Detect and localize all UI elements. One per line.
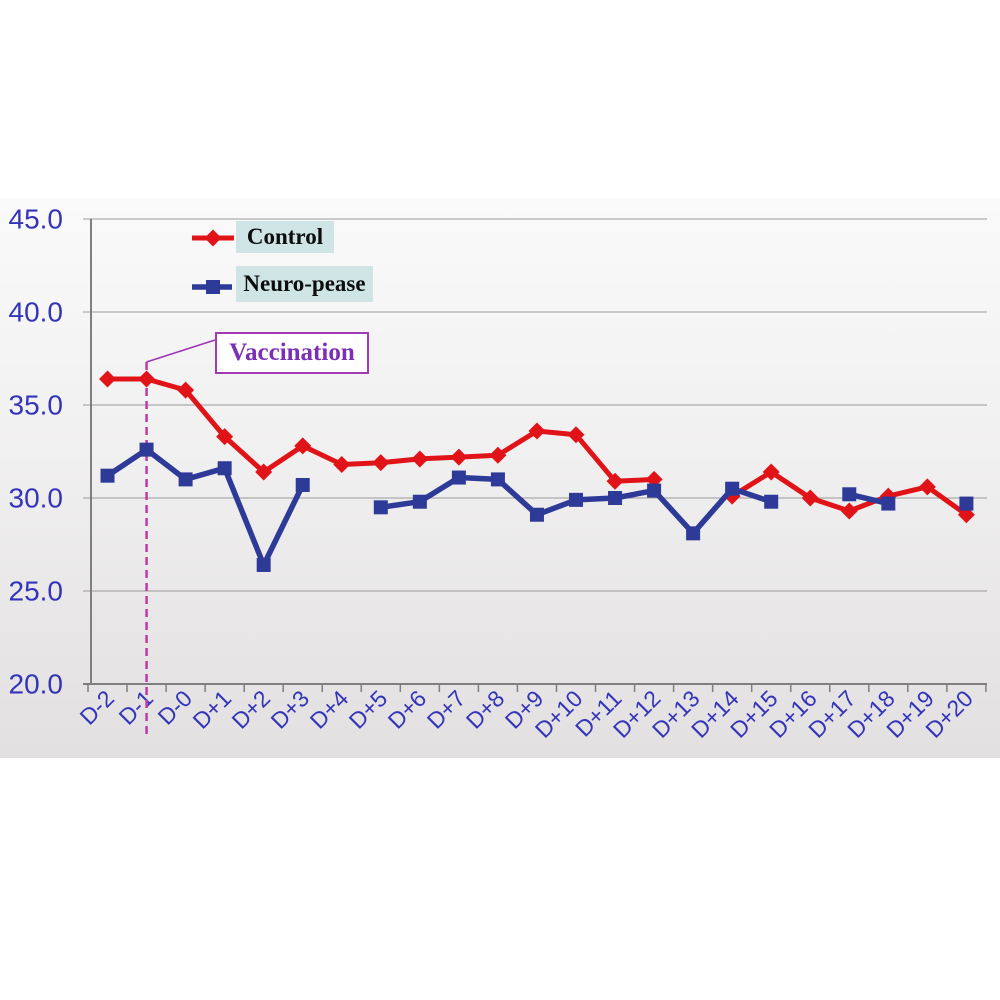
legend-label-control: Control [236,221,334,253]
data-point-diamond [918,478,936,496]
data-point-square [139,442,154,457]
x-tick-label: D+6 [383,685,432,734]
data-point-diamond [333,456,351,474]
x-tick-label: D+7 [422,685,471,734]
x-tick-label: D+1 [187,685,236,734]
data-point-square [529,507,544,522]
y-tick-label: 35.0 [9,390,64,421]
data-point-diamond [762,463,780,481]
data-point-square [881,496,896,511]
data-point-diamond [840,502,858,520]
legend-label-neuro-pease: Neuro-pease [236,266,373,302]
data-point-diamond [489,446,507,464]
data-point-square [256,557,271,572]
data-point-square [842,487,857,502]
data-point-square [217,461,232,476]
y-tick-label: 25.0 [9,576,64,607]
data-point-square [608,491,623,505]
data-point-diamond [138,370,156,388]
data-point-diamond [99,370,117,388]
y-tick-label: 45.0 [9,204,64,235]
x-tick-label: D-0 [153,685,198,730]
data-point-diamond [177,381,195,399]
x-tick-label: D+3 [266,685,315,734]
data-point-square [764,494,779,509]
data-point-diamond [801,489,819,507]
data-point-diamond [255,463,273,481]
data-point-diamond [567,426,585,444]
x-tick-label: D+4 [305,685,354,734]
legend-square-icon [206,280,220,294]
x-tick-label: D-2 [74,685,119,730]
data-point-square [373,500,388,515]
x-tick-label: D+8 [461,685,510,734]
x-tick-label: D-1 [114,685,159,730]
data-point-square [686,526,701,541]
data-point-square [647,483,662,498]
data-point-square [725,481,740,496]
x-tick-label: D+5 [344,685,393,734]
data-point-square [451,470,466,485]
data-point-diamond [294,437,312,455]
data-point-square [178,472,193,487]
data-point-square [412,494,427,509]
data-point-square [959,496,974,511]
y-tick-label: 40.0 [9,297,64,328]
data-point-square [569,492,583,507]
data-point-square [295,477,310,492]
vaccination-annotation: Vaccination [215,332,369,374]
data-point-diamond [372,454,390,472]
data-point-diamond [216,428,234,446]
legend-diamond-icon [204,229,222,247]
data-point-square [100,468,115,483]
y-tick-label: 30.0 [9,483,64,514]
y-tick-label: 20.0 [9,669,64,700]
data-point-diamond [606,472,624,490]
data-point-diamond [411,450,429,468]
data-point-square [490,472,505,487]
vaccination-leader-line [146,339,216,363]
data-point-diamond [450,448,468,466]
data-point-diamond [528,422,546,440]
x-tick-label: D+2 [227,685,276,734]
